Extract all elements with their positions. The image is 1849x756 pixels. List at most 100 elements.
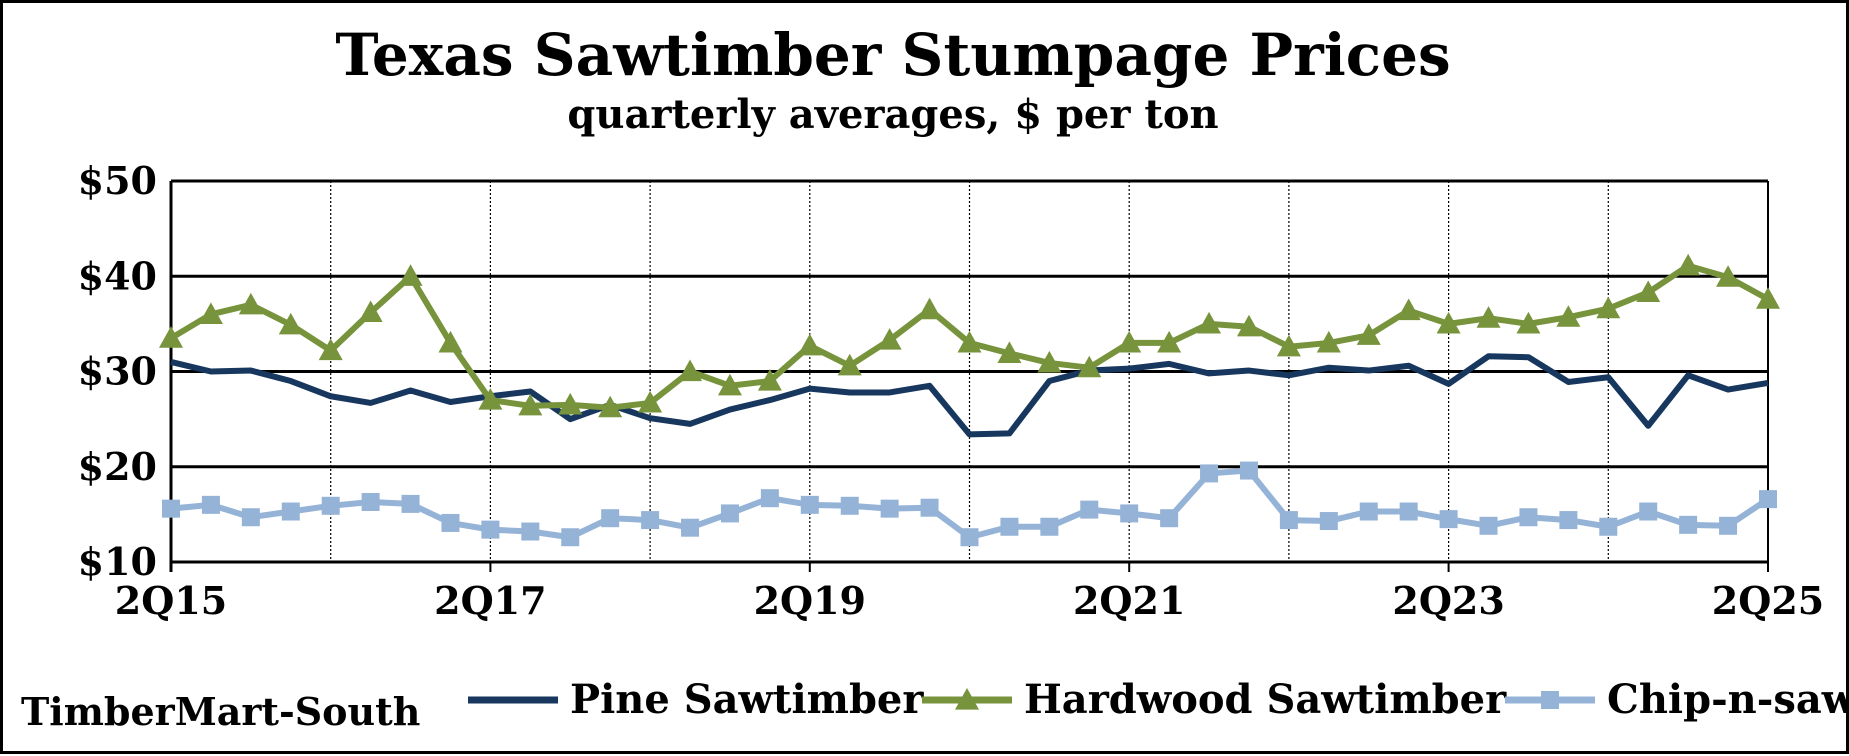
chart-subtitle: quarterly averages, $ per ton <box>567 91 1218 138</box>
data-point-chip-n-saw <box>162 499 180 518</box>
data-point-hardwood-sawtimber <box>518 393 543 416</box>
data-point-hardwood-sawtimber <box>1596 296 1621 319</box>
data-point-chip-n-saw <box>201 495 220 514</box>
data-point-chip-n-saw <box>800 495 819 514</box>
data-point-hardwood-sawtimber <box>1037 350 1062 373</box>
legend-item-hardwood-sawtimber: Hardwood Sawtimber <box>922 676 1507 723</box>
y-tick-label: $20 <box>78 444 157 489</box>
data-point-hardwood-sawtimber <box>1636 280 1661 303</box>
y-tick-label: $40 <box>78 253 157 298</box>
data-point-chip-n-saw <box>1200 464 1219 483</box>
data-point-hardwood-sawtimber <box>1356 323 1381 345</box>
data-point-chip-n-saw <box>561 528 580 547</box>
chart-svg: Texas Sawtimber Stumpage Prices quarterl… <box>21 21 1849 734</box>
series-hardwood-sawtimber <box>159 253 1780 418</box>
data-point-hardwood-sawtimber <box>1276 334 1301 357</box>
x-tick-label: 2Q21 <box>1073 578 1185 623</box>
data-point-chip-n-saw <box>1399 502 1418 521</box>
y-tick-label: $10 <box>78 539 157 584</box>
data-point-hardwood-sawtimber <box>638 390 663 413</box>
data-point-hardwood-sawtimber <box>398 264 423 286</box>
data-point-hardwood-sawtimber <box>957 330 982 353</box>
data-point-hardwood-sawtimber <box>997 341 1022 364</box>
data-point-hardwood-sawtimber <box>598 395 623 418</box>
data-point-chip-n-saw <box>1160 509 1179 528</box>
data-point-chip-n-saw <box>1639 502 1658 521</box>
data-point-hardwood-sawtimber <box>1077 355 1102 378</box>
data-point-chip-n-saw <box>1120 504 1139 523</box>
data-point-chip-n-saw <box>1759 490 1777 509</box>
data-point-hardwood-sawtimber <box>1157 330 1182 353</box>
data-point-chip-n-saw <box>1040 517 1059 536</box>
data-point-chip-n-saw <box>641 511 660 530</box>
data-point-hardwood-sawtimber <box>797 333 822 356</box>
legend-item-pine-sawtimber: Pine Sawtimber <box>468 676 924 723</box>
y-tick-label: $30 <box>78 349 157 394</box>
y-tick-label: $50 <box>78 158 157 203</box>
chart-title: Texas Sawtimber Stumpage Prices <box>335 21 1450 89</box>
data-point-hardwood-sawtimber <box>1236 314 1261 337</box>
series-line-pine-sawtimber <box>170 353 1769 438</box>
data-point-hardwood-sawtimber <box>1716 265 1741 287</box>
data-point-hardwood-sawtimber <box>757 369 782 391</box>
data-point-chip-n-saw <box>1719 516 1738 535</box>
data-point-hardwood-sawtimber <box>438 330 463 353</box>
grid <box>171 179 1768 564</box>
data-point-chip-n-saw <box>1479 516 1498 535</box>
data-point-chip-n-saw <box>361 492 380 511</box>
data-point-hardwood-sawtimber <box>1197 311 1222 334</box>
data-point-chip-n-saw <box>401 494 420 513</box>
data-point-chip-n-saw <box>1599 517 1618 536</box>
data-point-hardwood-sawtimber <box>1476 306 1501 328</box>
series-chip-n-saw <box>162 461 1777 547</box>
data-point-hardwood-sawtimber <box>1756 287 1780 309</box>
data-point-chip-n-saw <box>960 528 979 547</box>
data-point-chip-n-saw <box>720 504 739 523</box>
data-point-chip-n-saw <box>521 522 540 541</box>
data-point-chip-n-saw <box>321 496 340 515</box>
data-point-chip-n-saw <box>601 509 620 528</box>
data-point-chip-n-saw <box>241 508 260 527</box>
x-tick-label: 2Q23 <box>1392 578 1504 623</box>
axes: $10 $20 $30 $40 $50 2Q15 2Q17 2Q19 2Q21 2Q23 2Q25 <box>78 158 1825 623</box>
data-point-chip-n-saw <box>1679 515 1698 534</box>
data-point-chip-n-saw <box>1439 510 1458 529</box>
data-point-hardwood-sawtimber <box>558 392 583 415</box>
data-point-chip-n-saw <box>1519 508 1538 527</box>
data-point-hardwood-sawtimber <box>1117 330 1142 353</box>
data-point-chip-n-saw <box>481 520 500 539</box>
data-point-hardwood-sawtimber <box>678 359 703 382</box>
data-point-hardwood-sawtimber <box>478 388 503 410</box>
legend-marker-hardwood-sawtimber <box>955 688 979 710</box>
data-point-hardwood-sawtimber <box>1676 253 1701 276</box>
data-point-chip-n-saw <box>1319 512 1338 531</box>
data-point-hardwood-sawtimber <box>877 328 902 350</box>
data-point-chip-n-saw <box>760 489 779 508</box>
data-point-hardwood-sawtimber <box>198 302 223 324</box>
data-point-hardwood-sawtimber <box>1436 311 1461 334</box>
x-tick-label: 2Q19 <box>754 578 866 623</box>
data-point-hardwood-sawtimber <box>717 373 742 396</box>
data-point-chip-n-saw <box>840 496 859 515</box>
data-point-chip-n-saw <box>441 513 460 532</box>
data-point-chip-n-saw <box>1359 502 1378 521</box>
data-point-hardwood-sawtimber <box>917 297 942 320</box>
x-tick-label: 2Q17 <box>434 578 546 623</box>
legend-label-hardwood-sawtimber: Hardwood Sawtimber <box>1024 676 1507 723</box>
data-point-hardwood-sawtimber <box>1396 298 1421 321</box>
data-point-chip-n-saw <box>681 518 700 537</box>
data-point-chip-n-saw <box>1080 500 1099 519</box>
data-point-chip-n-saw <box>281 502 300 521</box>
data-point-hardwood-sawtimber <box>1516 311 1541 334</box>
legend-label-chip-n-saw: Chip-n-saw <box>1607 676 1846 723</box>
data-point-hardwood-sawtimber <box>837 353 862 376</box>
data-point-chip-n-saw <box>1239 461 1258 480</box>
data-point-hardwood-sawtimber <box>1316 330 1341 353</box>
data-point-hardwood-sawtimber <box>278 312 303 335</box>
x-tick-label: 2Q15 <box>115 578 227 623</box>
legend: Pine Sawtimber Hardwood Sawtimber Chip-n-s… <box>468 676 1849 723</box>
legend-marker-chip-n-saw <box>1541 691 1559 709</box>
data-point-chip-n-saw <box>920 498 939 517</box>
legend-item-chip-n-saw: Chip-n-saw <box>1505 676 1849 723</box>
